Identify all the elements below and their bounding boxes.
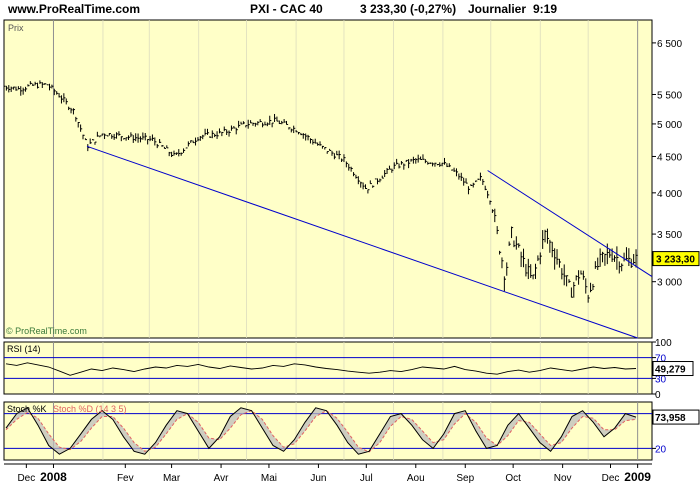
rsi-tick-label: 70 [655, 354, 667, 365]
stoch-fill [6, 407, 636, 455]
stoch-tick-label: 20 [655, 444, 667, 455]
price-tick-label: 3 500 [657, 230, 682, 241]
x-tick-label: 2009 [624, 470, 651, 484]
price-plot-area [3, 19, 653, 339]
time-label: 9:19 [533, 2, 558, 16]
trendline [86, 145, 638, 339]
x-tick-label: Mar [163, 473, 181, 484]
quote-value: 3 233,30 (-0,27%) [360, 2, 457, 16]
last-price-box [652, 251, 700, 267]
rsi-last-box [652, 361, 694, 377]
x-tick-label: Sep [456, 473, 474, 484]
x-tick-label: Dec [17, 473, 35, 484]
price-tick-label: 5 500 [657, 90, 682, 101]
stoch-legend-k: Stoch %K [7, 404, 47, 414]
stoch-k-line [5, 407, 637, 455]
rsi-panel: 100 70 30 0 49,279 RSI (14) [3, 338, 694, 401]
x-tick-label: Mai [261, 473, 277, 484]
stoch-d-line [5, 410, 637, 453]
x-tick-label: Jul [360, 473, 373, 484]
rsi-last-label: 49,279 [655, 365, 686, 376]
x-tick-label: Dec [602, 473, 620, 484]
watermark: © ProRealTime.com [6, 326, 87, 336]
site-name[interactable]: www.ProRealTime.com [8, 2, 141, 16]
x-tick-label: Fev [117, 473, 134, 484]
rsi-plot-area [3, 341, 653, 395]
rsi-tick-label: 100 [655, 338, 672, 349]
price-tick-label: 5 000 [657, 120, 682, 131]
x-tick-label: Jun [310, 473, 326, 484]
trendline [487, 170, 653, 278]
stoch-last-box [652, 409, 700, 425]
price-tick-label: 3 000 [657, 278, 682, 289]
x-tick-label: Oct [505, 473, 521, 484]
instrument-name: PXI - CAC 40 [250, 2, 323, 16]
stoch-panel: 20 73,958 Stoch %K Stoch %D (14 3 5) [3, 401, 700, 461]
x-tick-label: Avr [214, 473, 229, 484]
x-tick-label: 2008 [40, 470, 67, 484]
price-tick-label: 6 500 [657, 39, 682, 50]
stoch-last-label: 73,958 [655, 413, 686, 424]
price-panel-title: Prix [8, 23, 24, 33]
price-tick-label: 4 000 [657, 189, 682, 200]
x-tick-label: Nov [554, 473, 572, 484]
period-label: Journalier [468, 2, 527, 16]
rsi-tick-label: 0 [655, 390, 661, 401]
price-tick-label: 4 500 [657, 152, 682, 163]
price-panel: 6 500 5 500 5 000 4 500 4 000 3 500 3 000 3 233… [3, 19, 700, 339]
stoch-legend-d: Stoch %D (14 3 5) [53, 404, 127, 414]
rsi-tick-label: 30 [655, 374, 667, 385]
x-axis: Dec 2008 Fev Mar Avr Mai Jun Jul Aou Sep Oct Nov Dec… [4, 463, 652, 484]
rsi-line [5, 362, 637, 376]
rsi-panel-title: RSI (14) [7, 344, 41, 354]
last-price-label: 3 233,30 [656, 255, 695, 266]
x-tick-label: Aou [407, 473, 425, 484]
